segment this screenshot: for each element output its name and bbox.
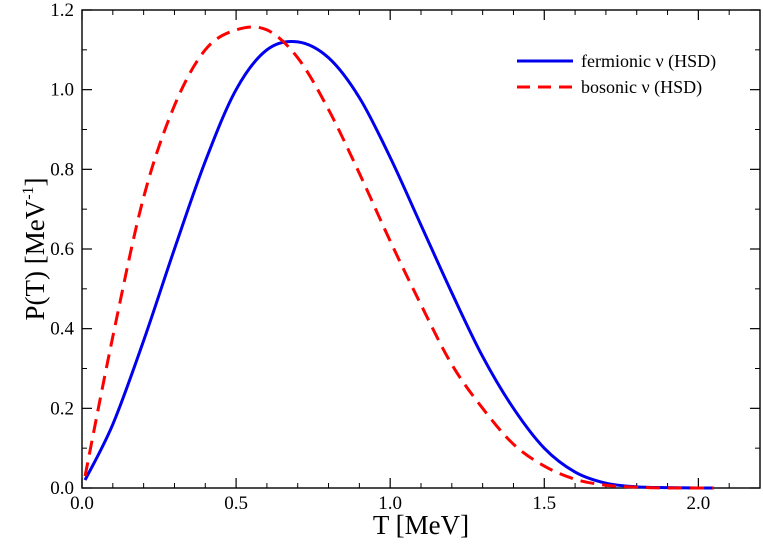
- legend-label-bosonic: bosonic ν (HSD): [581, 77, 702, 98]
- y-tick-label: 0.6: [50, 239, 74, 260]
- y-axis-title-main: P(T) [MeV: [20, 199, 50, 320]
- series-line-fermionic: [83, 39, 714, 490]
- ticks-group: 0.0 0.5 1.0 1.5 2.0 0.0 0.2 0.4 0.6 0.8 1.0 1.2: [50, 0, 760, 514]
- y-axis-title-close: ]: [20, 177, 50, 186]
- legend-label-fermionic: fermionic ν (HSD): [581, 51, 716, 72]
- y-axis-title-exponent: -1: [20, 186, 37, 199]
- x-tick-label: 2.0: [686, 493, 710, 514]
- y-tick-label: 0.4: [50, 319, 74, 340]
- x-tick-label: 1.5: [532, 493, 556, 514]
- x-tick-label: 1.0: [378, 493, 402, 514]
- x-axis-title: T [MeV]: [373, 510, 469, 540]
- y-tick-label: 0.0: [50, 478, 74, 499]
- y-tick-label: 1.0: [50, 80, 74, 101]
- series-layer: [83, 25, 714, 490]
- y-tick-label: 1.2: [50, 0, 74, 21]
- y-axis-title: P(T) [MeV-1]: [20, 177, 50, 320]
- legend: fermionic ν (HSD) bosonic ν (HSD): [517, 51, 716, 98]
- series-line-bosonic: [83, 25, 714, 490]
- y-tick-label: 0.8: [50, 159, 74, 180]
- x-tick-label: 0.5: [224, 493, 248, 514]
- y-tick-label: 0.2: [50, 398, 74, 419]
- x-tick-label: 0.0: [70, 493, 94, 514]
